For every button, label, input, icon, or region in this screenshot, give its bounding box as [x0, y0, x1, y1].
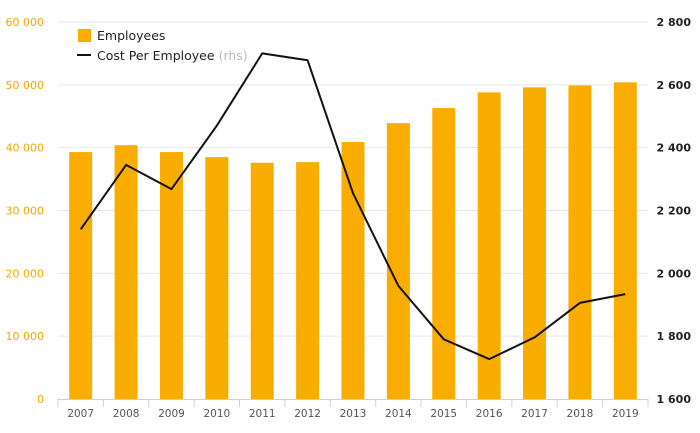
bar-employees-2016 — [477, 92, 501, 399]
employees-bars — [69, 82, 637, 400]
y-left-tick-label: 30 000 — [6, 205, 45, 218]
legend-label-rhs-note: (rhs) — [219, 48, 248, 63]
x-tick-label: 2013 — [340, 408, 367, 420]
x-axis: 2007 2008 2009 2010 2011 2012 2013 2014 2015 2016… — [57, 399, 649, 420]
x-tick-label: 2010 — [203, 408, 230, 420]
y-right-tick-label: 2 800 — [657, 16, 692, 29]
x-tick-label: 2012 — [294, 408, 321, 420]
bar-employees-2017 — [523, 87, 547, 399]
bar-employees-2014 — [386, 123, 410, 399]
cost-per-employee-line — [79, 52, 626, 361]
x-tick-label: 2017 — [521, 408, 548, 420]
bar-employees-2018 — [568, 85, 592, 399]
x-tick-label: 2016 — [476, 408, 503, 420]
bar-employees-2019 — [613, 82, 637, 399]
bar-employees-2010 — [205, 157, 229, 399]
y-right-tick-label: 2 200 — [657, 205, 692, 218]
line-cost-per-employee — [79, 52, 626, 361]
x-tick-label: 2014 — [385, 408, 412, 420]
y-right-tick-label: 2 400 — [657, 142, 692, 155]
y-left-tick-label: 60 000 — [6, 16, 45, 29]
y-left-tick-label: 50 000 — [6, 79, 45, 92]
bar-employees-2007 — [69, 152, 93, 399]
x-tick-label: 2019 — [612, 408, 639, 420]
bar-employees-2013 — [341, 142, 365, 400]
y-right-tick-label: 2 600 — [657, 79, 692, 92]
right-y-axis: 1 600 1 800 2 000 2 200 2 400 2 600 2 800 — [657, 16, 692, 406]
bar-employees-2015 — [432, 108, 456, 399]
bar-employees-2008 — [114, 145, 138, 399]
legend-label-employees: Employees — [97, 28, 165, 43]
y-left-tick-label: 20 000 — [6, 267, 45, 280]
bar-employees-2012 — [296, 162, 320, 399]
legend-label-cost-per-employee: Cost Per Employee (rhs) — [97, 48, 248, 63]
x-tick-label: 2015 — [430, 408, 457, 420]
y-right-tick-label: 2 000 — [657, 267, 692, 280]
legend: Employees Cost Per Employee (rhs) — [77, 28, 248, 63]
x-tick-label: 2007 — [67, 408, 94, 420]
y-left-tick-label: 0 — [37, 393, 44, 406]
legend-label-cost-per-employee-name: Cost Per Employee — [97, 48, 215, 63]
bar-employees-2009 — [159, 152, 183, 399]
bar-employees-2011 — [250, 162, 274, 399]
y-left-tick-label: 10 000 — [6, 330, 45, 343]
x-tick-label: 2009 — [158, 408, 185, 420]
left-y-axis: 0 10 000 20 000 30 000 40 000 50 000 60 000 — [6, 16, 45, 406]
x-tick-label: 2011 — [249, 408, 276, 420]
x-tick-label: 2008 — [113, 408, 140, 420]
y-left-tick-label: 40 000 — [6, 142, 45, 155]
y-right-tick-label: 1 800 — [657, 330, 692, 343]
y-right-tick-label: 1 600 — [657, 393, 692, 406]
x-tick-label: 2018 — [567, 408, 594, 420]
legend-swatch-employees — [78, 29, 91, 42]
